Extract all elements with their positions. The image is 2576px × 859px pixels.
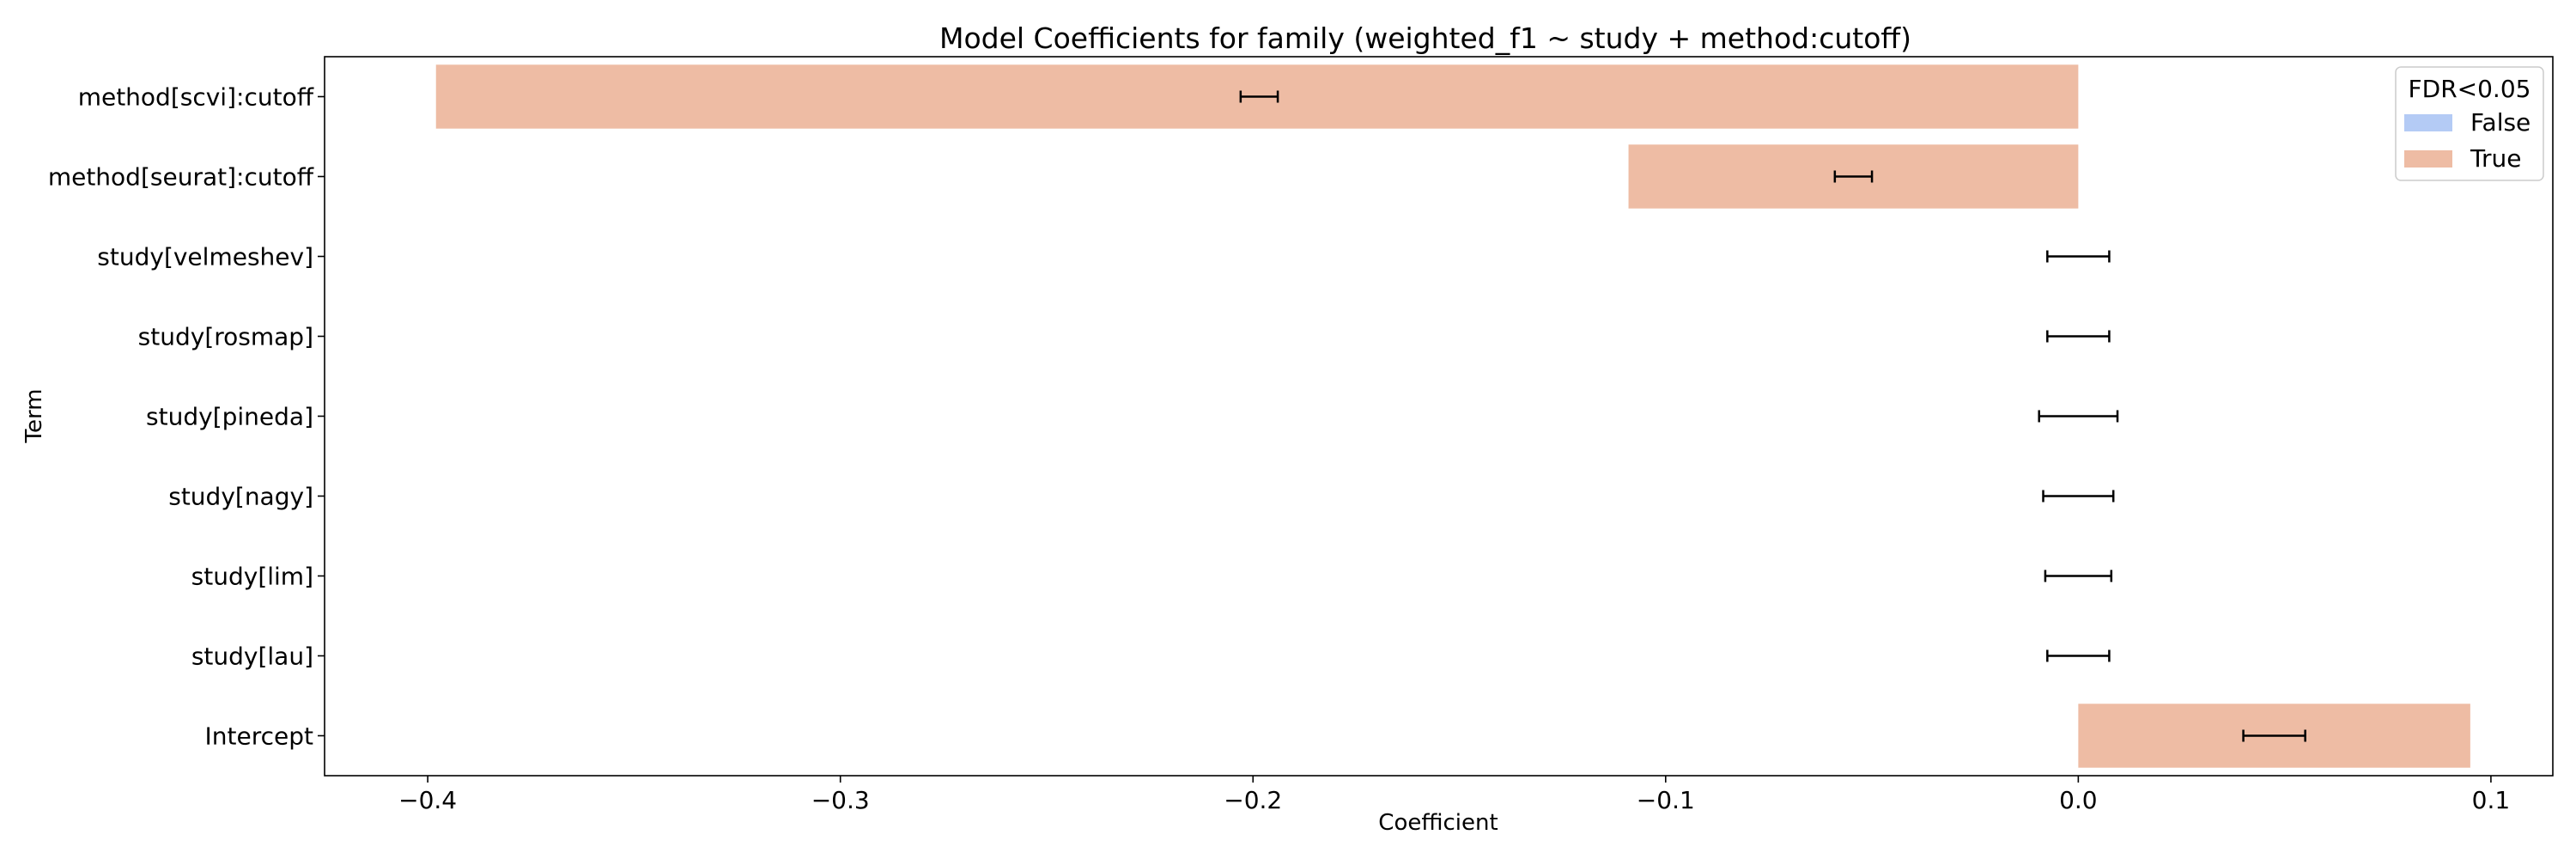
errorbar-1 bbox=[1833, 170, 1874, 183]
errorbar-6 bbox=[2044, 570, 2113, 582]
x-tick-label-2: −0.2 bbox=[1224, 786, 1282, 814]
errorbar-5 bbox=[2042, 490, 2115, 503]
legend-title: FDR<0.05 bbox=[2409, 75, 2531, 103]
legend: FDR<0.05 False True bbox=[2395, 66, 2544, 181]
y-tick-label-1: method[seurat]:cutoff bbox=[48, 163, 314, 192]
y-tick-label-7: study[lau] bbox=[191, 643, 313, 671]
y-axis: method[scvi]:cutoff method[seurat]:cutoff… bbox=[48, 83, 325, 751]
x-tick-label-3: −0.1 bbox=[1637, 786, 1695, 814]
y-tick-label-5: study[nagy] bbox=[168, 483, 313, 511]
errorbar-0 bbox=[1239, 90, 1279, 103]
legend-label-false: False bbox=[2470, 108, 2530, 137]
x-tick-label-0: −0.4 bbox=[398, 786, 457, 814]
x-tick-label-4: 0.0 bbox=[2059, 786, 2098, 814]
legend-label-true: True bbox=[2470, 144, 2521, 173]
y-tick-label-8: Intercept bbox=[205, 722, 314, 751]
x-axis-label: Coefficient bbox=[1378, 810, 1498, 836]
y-tick-label-2: study[velmeshev] bbox=[97, 243, 313, 271]
errorbar-7 bbox=[2046, 649, 2111, 662]
errorbar-4 bbox=[2038, 410, 2119, 423]
y-tick-label-0: method[scvi]:cutoff bbox=[78, 83, 314, 112]
errorbars-layer bbox=[1239, 90, 2306, 742]
legend-swatch-false bbox=[2404, 114, 2452, 131]
x-axis: −0.4 −0.3 −0.2 −0.1 0.0 0.1 bbox=[398, 776, 2510, 814]
y-tick-label-3: study[rosmap] bbox=[138, 323, 313, 351]
chart-title: Model Coefficients for family (weighted_… bbox=[939, 21, 1911, 55]
y-tick-label-4: study[pineda] bbox=[146, 403, 313, 431]
x-tick-label-1: −0.3 bbox=[811, 786, 870, 814]
errorbar-3 bbox=[2046, 330, 2111, 343]
y-tick-label-6: study[lim] bbox=[191, 563, 313, 591]
legend-swatch-true bbox=[2404, 150, 2452, 168]
errorbar-8 bbox=[2242, 729, 2306, 742]
y-axis-label: Term bbox=[21, 388, 47, 443]
errorbar-2 bbox=[2046, 250, 2111, 263]
x-tick-label-5: 0.1 bbox=[2472, 786, 2511, 814]
